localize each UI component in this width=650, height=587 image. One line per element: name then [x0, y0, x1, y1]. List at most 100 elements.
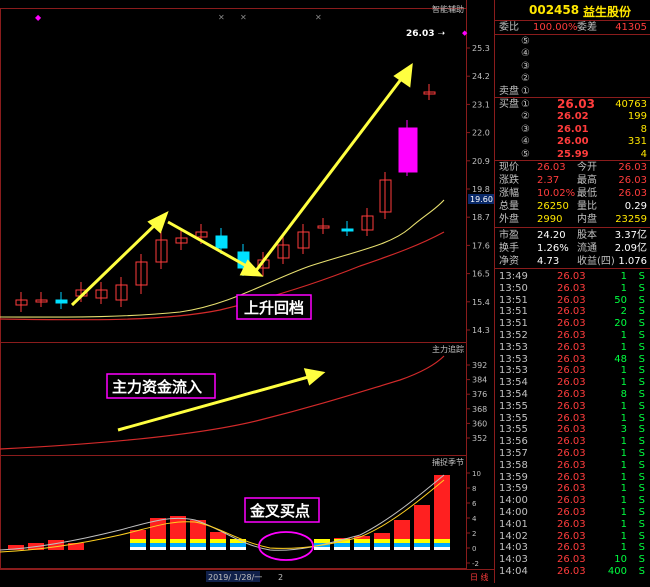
tick-direction: S [638, 306, 645, 318]
quote-label: 总量 [499, 201, 519, 212]
fund-label: 流通 [577, 243, 597, 254]
golden-cross-circle [258, 531, 314, 561]
tick-time: 13:49 [499, 271, 528, 282]
quote-row: 现价 26.03 今开 26.03 [495, 161, 650, 174]
tick-price: 26.03 [557, 471, 586, 483]
sell-row: ② [495, 72, 650, 85]
buy-price: 26.01 [557, 123, 589, 135]
quote-value: 10.02% [537, 188, 576, 199]
bottom-indicator-title: 捕捉季节 [432, 457, 464, 467]
quote-value: 2.37 [537, 175, 560, 186]
candle-up [115, 284, 128, 301]
tick-price: 26.03 [557, 448, 586, 459]
candle-up [297, 231, 310, 249]
fund-value: 24.20 [537, 230, 566, 241]
axis-tick-label: 20.9 [472, 157, 490, 166]
quote-label: 内盘 [577, 214, 597, 225]
tick-price: 26.03 [557, 389, 586, 400]
tick-time: 14:00 [499, 495, 528, 507]
buy-volume: 331 [627, 136, 647, 148]
sell-row: ③ [495, 60, 650, 73]
tick-price: 26.03 [557, 318, 586, 330]
candle-up [277, 244, 290, 259]
candle-up [15, 299, 28, 306]
axis-tick-label: 384 [472, 376, 487, 385]
axis-tick-label: 352 [472, 434, 487, 443]
tick-time: 14:01 [499, 518, 528, 530]
axis-tick-label: 392 [472, 361, 487, 370]
season-bar [68, 543, 84, 550]
kline-charts: 25.3 24.2 23.1 22.0 20.9 19.8 18.7 17.6 16.5 15.4… [0, 0, 494, 583]
tick-time: 14:02 [499, 530, 528, 542]
tick-volume: 1 [620, 365, 627, 377]
tick-volume: 1 [620, 471, 627, 483]
tick-direction: S [638, 400, 645, 412]
quote-label: 涨跌 [499, 175, 519, 186]
axis-tick-label: 0 [472, 545, 476, 553]
tick-time: 13:53 [499, 353, 528, 365]
sell-row: ① 卖盘 [495, 85, 650, 98]
tick-time: 13:59 [499, 483, 528, 495]
tick-price: 26.03 [557, 518, 586, 530]
axis-tick-label: 2 [472, 530, 476, 538]
inflow-arrow [117, 368, 326, 432]
fund-label: 股本 [577, 230, 597, 241]
weicha-value: 41305 [615, 22, 647, 33]
fund-label: 净资 [499, 256, 519, 267]
axis-tick-label: 4 [472, 515, 477, 523]
candle-up [195, 231, 208, 238]
annotation-inflow: 主力资金流入 [112, 378, 202, 396]
season-bar [8, 545, 24, 550]
tick-price: 26.03 [557, 554, 586, 566]
quote-row: 总量 26250 量比 0.29 [495, 200, 650, 213]
buy-level: ④ [521, 136, 530, 148]
status-page: 2 [278, 573, 283, 582]
tick-row: 13:59 26.03 1 S [495, 471, 650, 484]
signal-line-white [0, 474, 445, 551]
tick-price: 26.03 [557, 330, 586, 341]
tick-row: 14:02 26.03 1 S [495, 530, 650, 543]
tick-direction: S [638, 483, 645, 495]
buy-row: ③ 26.01 8 [495, 123, 650, 136]
bottom-y-axis: 10 8 6 4 2 0 -2 [466, 470, 481, 568]
tick-time: 13:57 [499, 448, 528, 459]
fund-value: 2.09亿 [614, 243, 647, 254]
candle-down [215, 235, 228, 249]
sell-level: ⑤ [521, 36, 530, 47]
tick-volume: 1 [620, 341, 627, 353]
tick-time: 13:59 [499, 471, 528, 483]
capital-flow-line [0, 355, 445, 450]
tick-price: 26.03 [557, 294, 586, 306]
tick-direction: S [638, 294, 645, 306]
tick-direction: S [638, 318, 645, 330]
tick-row: 13:51 26.03 50 S [495, 294, 650, 307]
tick-time: 13:51 [499, 306, 528, 318]
sell-level: ① [521, 85, 530, 97]
main-panel-border [0, 8, 467, 343]
buy-volume: 8 [640, 123, 647, 135]
fund-label: 换手 [499, 243, 519, 254]
candle-up [361, 215, 374, 231]
tick-direction: S [638, 495, 645, 507]
quote-value: 23259 [615, 214, 647, 225]
buy-level: ③ [521, 123, 530, 135]
tick-volume: 1 [620, 330, 627, 341]
tick-row: 13:50 26.03 1 S [495, 282, 650, 295]
sell-row: ④ [495, 47, 650, 60]
axis-tick-label: -2 [472, 560, 479, 568]
tick-volume: 48 [614, 353, 627, 365]
quote-label: 外盘 [499, 214, 519, 225]
tick-time: 14:00 [499, 507, 528, 518]
tick-price: 26.03 [557, 365, 586, 377]
tick-price: 26.03 [557, 400, 586, 412]
tick-volume: 2 [620, 306, 627, 318]
buy-volume: 199 [627, 111, 647, 123]
chart-area[interactable]: 25.3 24.2 23.1 22.0 20.9 19.8 18.7 17.6 16.5 15.4… [0, 0, 494, 583]
tick-row: 13:59 26.03 1 S [495, 482, 650, 495]
buy-volume: 40763 [615, 99, 647, 110]
tick-volume: 1 [620, 282, 627, 294]
tick-time: 13:55 [499, 412, 528, 424]
candle-up [423, 91, 436, 95]
tick-price: 26.03 [557, 495, 586, 507]
